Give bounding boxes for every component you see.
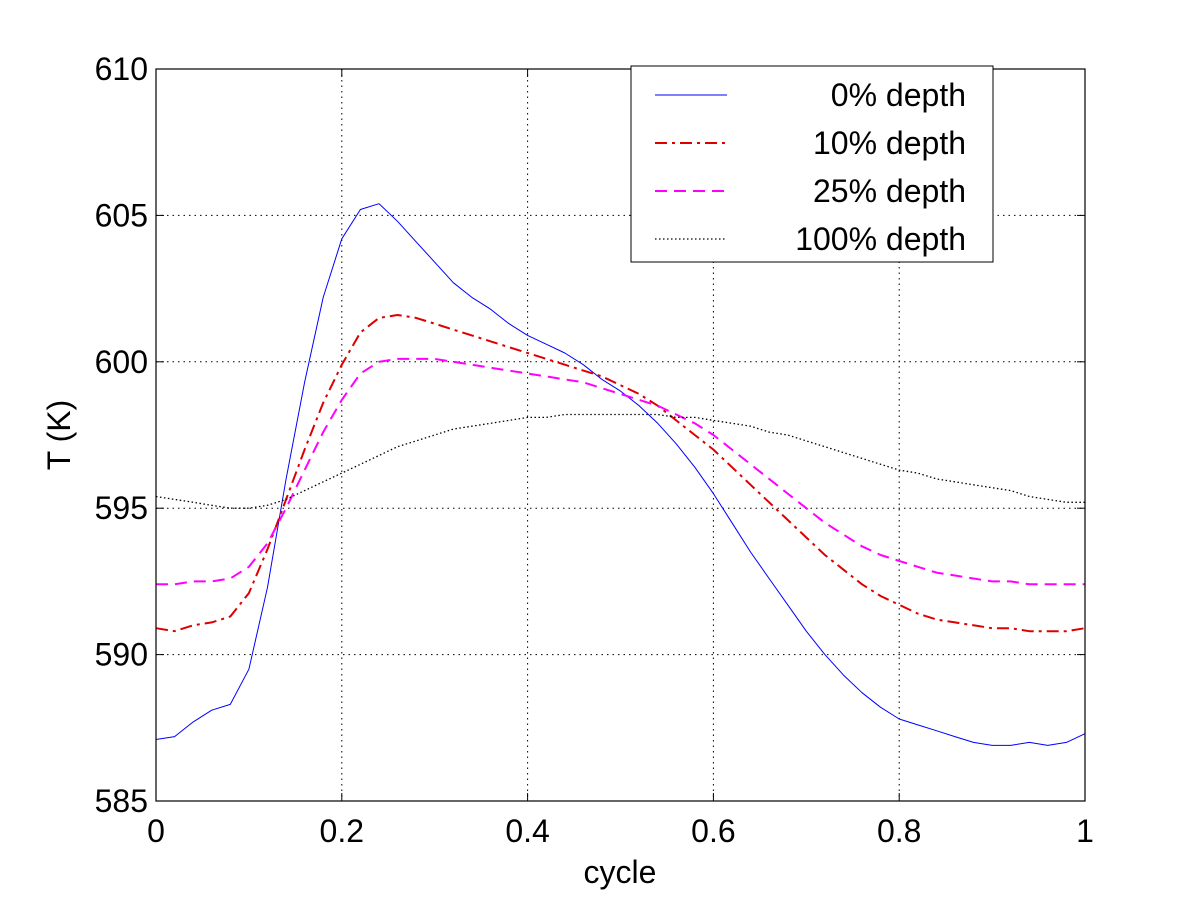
x-tick-label: 0.6 bbox=[691, 813, 735, 849]
series-line-1 bbox=[155, 203, 1086, 746]
y-tick-label: 585 bbox=[95, 783, 148, 819]
legend-label: 100% depth bbox=[795, 221, 966, 257]
y-tick-label: 595 bbox=[95, 490, 148, 526]
legend-label: 10% depth bbox=[813, 125, 966, 161]
y-tick-label: 590 bbox=[95, 637, 148, 673]
legend: 0% depth 10% depth 25% depth 100% depth bbox=[630, 65, 994, 263]
series-line-4 bbox=[155, 413, 1085, 509]
x-tick-label: 0.2 bbox=[320, 813, 364, 849]
series-lines bbox=[155, 203, 1086, 746]
legend-label: 0% depth bbox=[831, 77, 966, 113]
x-axis-label: cycle bbox=[584, 854, 657, 890]
legend-label: 25% depth bbox=[813, 173, 966, 209]
plot-frame bbox=[155, 68, 1086, 802]
x-tick-label: 0.8 bbox=[877, 813, 921, 849]
x-tick-label: 1 bbox=[1076, 813, 1094, 849]
y-axis-label: T (K) bbox=[41, 400, 77, 471]
y-tick-label: 605 bbox=[95, 197, 148, 233]
x-tick-label: 0 bbox=[147, 813, 165, 849]
legend-box bbox=[630, 65, 994, 263]
axis-ticks: 0 0.2 0.4 0.6 0.8 1 585 590 595 600 605 610 bbox=[95, 51, 1094, 849]
x-tick-label: 0.4 bbox=[505, 813, 549, 849]
y-tick-label: 610 bbox=[95, 51, 148, 87]
series-line-2 bbox=[155, 314, 1086, 633]
y-tick-label: 600 bbox=[95, 344, 148, 380]
